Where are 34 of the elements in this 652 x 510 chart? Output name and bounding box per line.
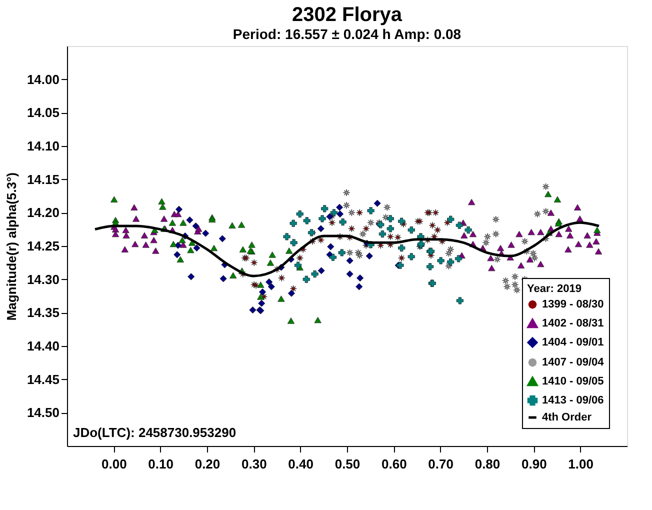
- x-tick-label: 0.00: [102, 456, 127, 472]
- legend-label: 4th Order: [542, 412, 592, 424]
- legend-label: 1413 - 09/06: [542, 394, 604, 406]
- x-tick-label: 0.40: [288, 456, 314, 472]
- legend-label: 1410 - 09/05: [542, 376, 604, 388]
- y-axis-title: Magnitude(r) alpha(5.3°): [4, 172, 19, 321]
- y-tick-label: 14.35: [26, 305, 60, 320]
- y-tick-label: 14.25: [26, 238, 60, 254]
- y-tick-label: 14.50: [26, 405, 60, 420]
- annotation: JDo(LTC): 2458730.953290: [73, 425, 236, 440]
- y-tick-label: 14.30: [26, 272, 60, 287]
- y-tick-label: 14.05: [26, 105, 60, 120]
- x-tick-label: 0.70: [428, 456, 454, 472]
- legend-label: 1399 - 08/30: [542, 298, 604, 310]
- x-tick-label: 0.10: [148, 456, 174, 472]
- y-tick-label: 14.00: [26, 72, 60, 87]
- legend-title: Year: 2019: [527, 283, 582, 295]
- legend-label: 1402 - 08/31: [542, 318, 604, 330]
- x-tick-label: 0.30: [242, 456, 267, 472]
- y-tick-label: 14.10: [26, 138, 60, 154]
- y-tick-label: 14.20: [26, 205, 60, 220]
- x-tick-label: 0.60: [382, 456, 407, 472]
- chart-subtitle: Period: 16.557 ± 0.024 h Amp: 0.08: [232, 26, 462, 42]
- x-tick-label: 0.90: [522, 456, 547, 472]
- legend-label: 1404 - 09/01: [542, 336, 604, 348]
- y-tick-label: 14.40: [26, 338, 60, 354]
- chart-title: 2302 Florya: [292, 4, 403, 26]
- x-tick-label: 0.80: [474, 456, 500, 472]
- x-tick-label: 1.00: [568, 456, 594, 472]
- y-tick-label: 14.45: [26, 372, 60, 387]
- x-tick-label: 0.50: [334, 456, 360, 472]
- x-tick-label: 0.20: [194, 456, 220, 472]
- legend-label: 1407 - 09/04: [542, 356, 605, 368]
- y-tick-label: 14.15: [26, 172, 60, 187]
